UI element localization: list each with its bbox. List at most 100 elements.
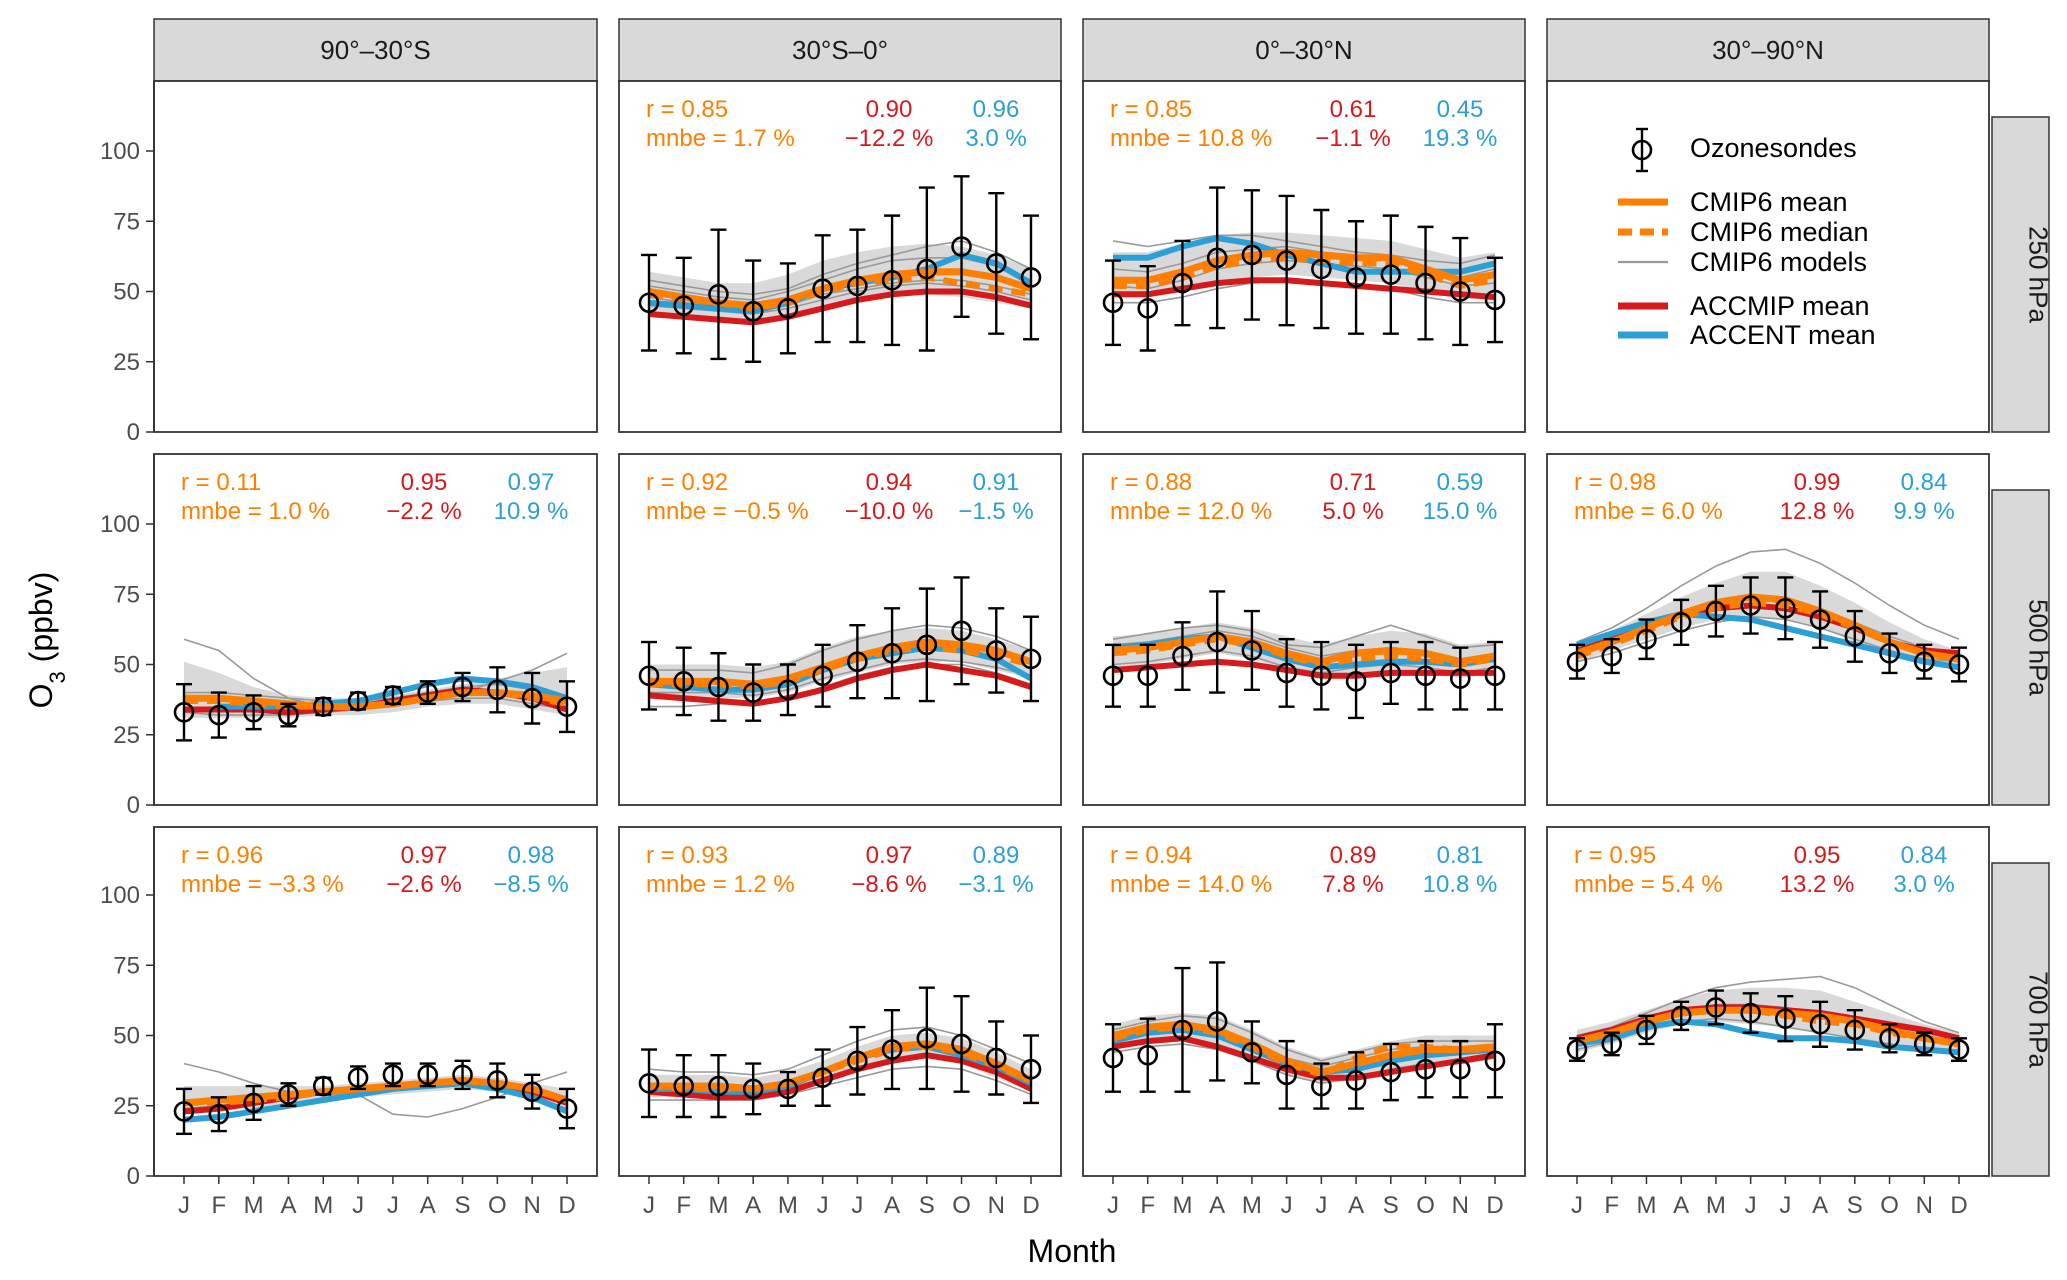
stat-r-accmip: 0.99 <box>1794 469 1841 496</box>
y-tick-label: 25 <box>113 722 140 749</box>
sonde-point <box>673 295 695 316</box>
cmip6-median-line <box>184 689 568 710</box>
sonde-point <box>742 682 764 703</box>
sonde-point <box>208 1103 230 1125</box>
cmip6-model-line <box>648 240 1032 296</box>
sonde-point <box>1206 631 1228 653</box>
stat-r-accent: 0.98 <box>508 842 555 869</box>
sonde-point <box>673 671 695 692</box>
y-axis-title: O3 (ppbv) <box>23 572 70 709</box>
x-tick-label: A <box>420 1192 436 1219</box>
stat-mnbe-accent: 3.0 % <box>1893 871 1954 898</box>
stat-mnbe-accmip: −1.1 % <box>1315 125 1390 152</box>
x-tick-label: F <box>211 1192 226 1219</box>
sonde-point <box>556 696 578 717</box>
x-tick-label: A <box>1812 1192 1828 1219</box>
x-tick-label: D <box>558 1192 575 1219</box>
stat-r-cmip6: r = 0.92 <box>646 469 728 496</box>
cmip6-median-line <box>1112 1024 1495 1079</box>
sonde-point <box>278 1084 299 1105</box>
sonde-point <box>1241 640 1263 661</box>
column-strip-label: 0°–30°N <box>1255 35 1352 65</box>
cmip6-median-line <box>1576 599 1960 662</box>
sonde-point <box>1948 1039 1970 1060</box>
column-strip-label: 90°–30°S <box>320 35 430 65</box>
x-tick-label: A <box>884 1192 900 1219</box>
cmip6-mean-line <box>1113 248 1496 284</box>
sonde-point <box>1206 247 1228 269</box>
sonde-point <box>1809 1013 1831 1035</box>
sonde-point <box>1380 264 1402 285</box>
column-strip <box>618 18 1062 82</box>
sonde-point <box>951 1033 972 1055</box>
sonde-point <box>881 269 903 291</box>
stat-r-cmip6: r = 0.85 <box>1110 96 1192 123</box>
stat-r-accent: 0.45 <box>1437 96 1484 123</box>
sonde-point <box>812 1067 833 1088</box>
row-strip-label: 700 hPa <box>2024 971 2054 1068</box>
cmip6-range-band <box>1113 232 1495 300</box>
sonde-point <box>1137 665 1159 687</box>
sonde-point <box>1415 665 1436 687</box>
stat-r-accmip: 0.97 <box>401 842 448 869</box>
stat-r-cmip6: r = 0.94 <box>1110 842 1192 869</box>
cmip6-range-band <box>1577 987 1959 1056</box>
x-tick-label: J <box>1779 1192 1791 1219</box>
x-tick-label: J <box>851 1192 863 1219</box>
legend-sonde-point <box>1631 139 1653 161</box>
y-tick-label: 50 <box>113 1023 140 1050</box>
sonde-point <box>1449 1058 1471 1080</box>
sonde-point <box>1484 289 1506 311</box>
sonde-point <box>278 704 299 726</box>
sonde-point <box>1601 645 1623 667</box>
x-tick-label: S <box>1847 1192 1863 1219</box>
sonde-point <box>916 634 938 656</box>
stat-mnbe-accmip: −12.2 % <box>845 125 934 152</box>
sonde-point <box>673 1075 695 1097</box>
sonde-point <box>847 651 868 672</box>
sonde-point <box>1705 997 1727 1018</box>
sonde-point <box>1566 651 1588 672</box>
sonde-point <box>243 701 264 723</box>
x-tick-label: O <box>1880 1192 1899 1219</box>
y-tick-label: 0 <box>127 792 140 819</box>
stat-r-accmip: 0.95 <box>401 469 448 496</box>
stat-mnbe-accent: 15.0 % <box>1423 498 1498 525</box>
stat-r-accent: 0.96 <box>973 96 1020 123</box>
sonde-point <box>1380 1061 1402 1083</box>
sonde-point <box>1484 665 1506 687</box>
x-tick-label: M <box>313 1192 333 1219</box>
row-strip <box>1991 116 2050 433</box>
x-tick-label: F <box>1140 1192 1155 1219</box>
x-tick-label: M <box>778 1192 798 1219</box>
cmip6-median-line <box>1112 636 1496 668</box>
stat-r-accent: 0.81 <box>1437 842 1484 869</box>
sonde-point <box>1172 1019 1193 1041</box>
x-tick-label: M <box>708 1192 728 1219</box>
x-tick-label: O <box>488 1192 507 1219</box>
cmip6-median-line <box>648 1043 1033 1092</box>
sonde-point <box>1311 665 1332 687</box>
sonde-point <box>521 1081 543 1102</box>
sonde-point <box>881 1039 903 1060</box>
sonde-point <box>1137 298 1159 319</box>
sonde-point <box>452 1064 473 1086</box>
sonde-point <box>1241 244 1263 266</box>
legend-label: ACCENT mean <box>1690 320 1876 350</box>
row-strip-label: 250 hPa <box>2024 226 2054 323</box>
cmip6-model-line <box>1576 548 1960 643</box>
sonde-point <box>1020 648 1042 670</box>
stat-mnbe-accmip: −8.6 % <box>851 871 926 898</box>
legend-label: CMIP6 median <box>1690 217 1869 247</box>
x-tick-label: D <box>1022 1192 1039 1219</box>
sonde-point <box>847 1050 868 1072</box>
x-tick-label: O <box>1416 1192 1435 1219</box>
stat-mnbe-cmip6: mnbe = 5.4 % <box>1574 871 1723 898</box>
x-tick-label: S <box>1383 1192 1399 1219</box>
sonde-point <box>1913 651 1935 672</box>
